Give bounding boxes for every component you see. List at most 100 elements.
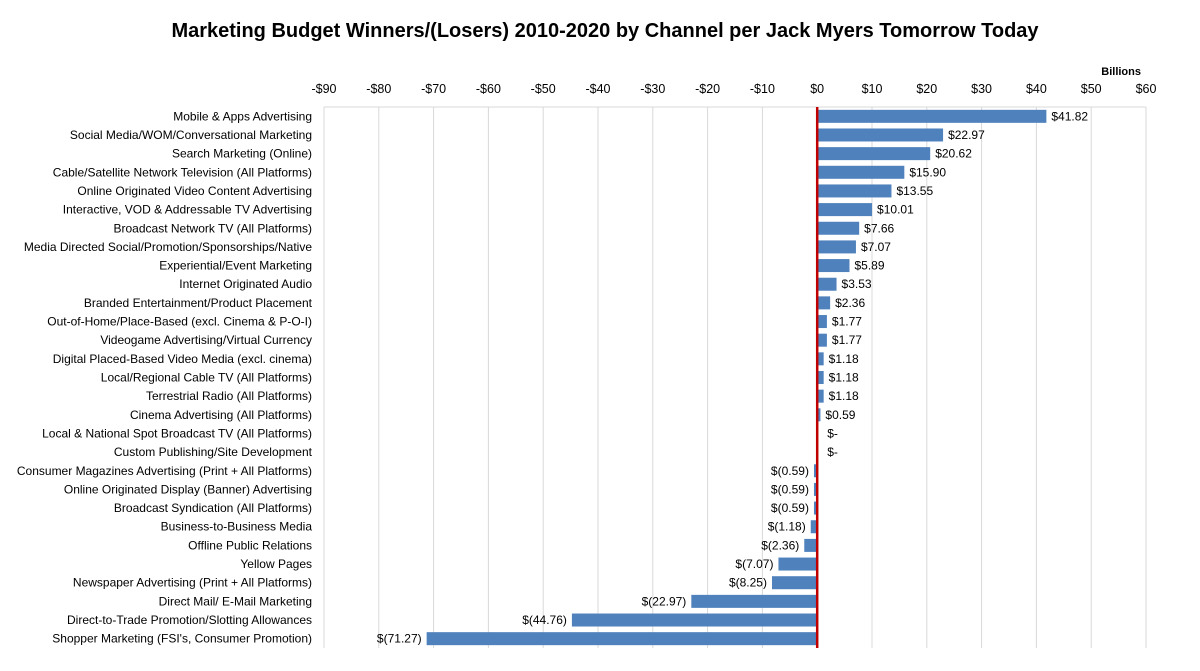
- data-label: $5.89: [854, 259, 884, 273]
- category-label: Newspaper Advertising (Print + All Platf…: [73, 576, 312, 590]
- chart-title: Marketing Budget Winners/(Losers) 2010-2…: [171, 20, 1039, 42]
- data-label: $1.18: [829, 371, 859, 385]
- category-labels: Mobile & Apps Advertising Social Media/WO…: [17, 109, 313, 645]
- x-tick-label: -$30: [640, 82, 665, 96]
- data-label: $22.97: [948, 128, 985, 142]
- bar: [817, 315, 827, 329]
- x-tick-label: $60: [1136, 82, 1157, 96]
- category-label: Online Originated Display (Banner) Adver…: [64, 482, 312, 496]
- category-label: Direct Mail/ E-Mail Marketing: [159, 594, 312, 608]
- category-label: Interactive, VOD & Addressable TV Advert…: [63, 203, 312, 217]
- category-label: Out-of-Home/Place-Based (excl. Cinema & …: [47, 315, 312, 329]
- bar: [817, 147, 931, 161]
- data-label: $1.18: [829, 389, 859, 403]
- x-tick-label: -$80: [366, 82, 391, 96]
- category-label: Mobile & Apps Advertising: [173, 109, 312, 123]
- category-label: Broadcast Syndication (All Platforms): [114, 501, 312, 515]
- bar: [817, 221, 860, 235]
- data-label: $2.36: [835, 296, 865, 310]
- data-label: $41.82: [1051, 109, 1088, 123]
- category-label: Search Marketing (Online): [172, 147, 312, 161]
- category-label: Local & National Spot Broadcast TV (All …: [42, 426, 312, 440]
- bar: [817, 277, 837, 291]
- category-label: Internet Originated Audio: [179, 277, 312, 291]
- category-label: Terrestrial Radio (All Platforms): [146, 389, 312, 403]
- data-labels: $41.82 $22.97 $20.62 $15.90 $13.55 $10.01 $7.6…: [377, 109, 1088, 645]
- category-label: Offline Public Relations: [188, 538, 312, 552]
- data-label: $(71.27): [377, 632, 422, 646]
- bar: [817, 259, 850, 273]
- x-tick-label: -$70: [421, 82, 446, 96]
- x-tick-label: $20: [916, 82, 937, 96]
- category-label: Social Media/WOM/Conversational Marketin…: [70, 128, 312, 142]
- bar: [817, 333, 827, 347]
- unit-label: Billions: [1101, 66, 1141, 78]
- bar: [817, 352, 824, 366]
- data-label: $(2.36): [761, 538, 799, 552]
- data-label: $(7.07): [735, 557, 773, 571]
- bar: [817, 371, 824, 384]
- data-label: $(1.18): [768, 520, 806, 534]
- bar: [813, 501, 818, 515]
- data-label: $1.77: [832, 333, 862, 347]
- data-label: $(44.76): [522, 613, 567, 627]
- data-label: $(0.59): [771, 464, 809, 478]
- data-label: $-: [827, 445, 838, 459]
- data-label: $(8.25): [729, 576, 767, 590]
- x-tick-label: -$50: [531, 82, 556, 96]
- data-label: $1.18: [829, 352, 859, 366]
- category-label: Broadcast Network TV (All Platforms): [114, 221, 313, 235]
- data-label: $1.77: [832, 315, 862, 329]
- data-label: $15.90: [909, 165, 946, 179]
- x-tick-label: $50: [1081, 82, 1102, 96]
- bar: [804, 538, 818, 552]
- category-label: Branded Entertainment/Product Placement: [84, 296, 313, 310]
- bar: [778, 557, 818, 571]
- data-label: $7.66: [864, 221, 894, 235]
- bar: [817, 184, 892, 198]
- bar: [810, 520, 818, 534]
- category-label: Online Originated Video Content Advertis…: [77, 184, 312, 198]
- data-label: $20.62: [935, 147, 972, 161]
- x-tick-label: -$40: [585, 82, 610, 96]
- x-tick-label: $0: [810, 82, 824, 96]
- x-tick-label: $40: [1026, 82, 1047, 96]
- x-tick-label: $30: [971, 82, 992, 96]
- category-label: Custom Publishing/Site Development: [114, 445, 313, 459]
- bars: [426, 109, 1047, 646]
- data-label: $(0.59): [771, 482, 809, 496]
- data-label: $0.59: [825, 408, 855, 422]
- category-label: Experiential/Event Marketing: [159, 259, 312, 273]
- bar: [817, 128, 944, 142]
- category-label: Shopper Marketing (FSI's, Consumer Promo…: [52, 632, 312, 646]
- data-label: $(0.59): [771, 501, 809, 515]
- bar: [813, 464, 818, 478]
- category-label: Consumer Magazines Advertising (Print + …: [17, 464, 312, 478]
- category-label: Media Directed Social/Promotion/Sponsors…: [24, 240, 312, 254]
- category-label: Local/Regional Cable TV (All Platforms): [101, 371, 312, 385]
- bar: [426, 632, 818, 646]
- data-label: $7.07: [861, 240, 891, 254]
- bar: [817, 109, 1047, 123]
- category-label: Yellow Pages: [240, 557, 312, 571]
- category-label: Cable/Satellite Network Television (All …: [53, 165, 312, 179]
- x-tick-label: -$10: [750, 82, 775, 96]
- category-label: Cinema Advertising (All Platforms): [130, 408, 312, 422]
- data-label: $3.53: [842, 277, 872, 291]
- data-label: $10.01: [877, 203, 914, 217]
- data-label: $-: [827, 426, 838, 440]
- x-tick-label: -$90: [311, 82, 336, 96]
- bar: [817, 240, 856, 254]
- bar: [817, 203, 873, 217]
- bar: [571, 613, 818, 627]
- bar: [817, 389, 824, 403]
- data-label: $(22.97): [642, 594, 687, 608]
- bar: [817, 296, 831, 310]
- category-label: Direct-to-Trade Promotion/Slotting Allow…: [67, 613, 312, 627]
- bar: [817, 408, 821, 422]
- bar: [771, 576, 818, 590]
- x-tick-label: $10: [862, 82, 883, 96]
- bar: [691, 594, 818, 608]
- category-label: Digital Placed-Based Video Media (excl. …: [53, 352, 312, 366]
